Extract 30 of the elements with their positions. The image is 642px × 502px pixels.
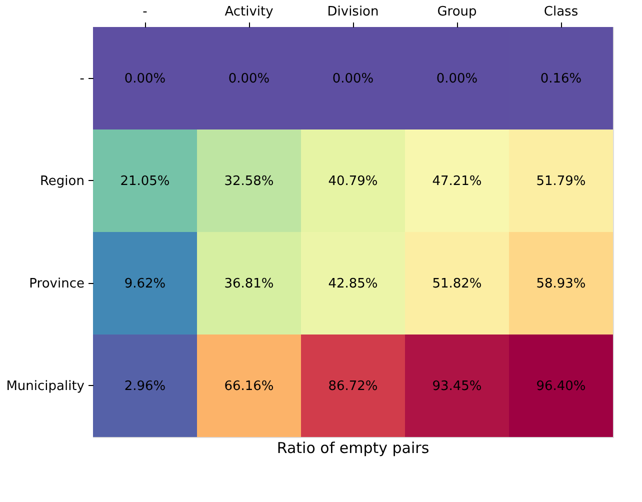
data-label: 21.05%: [120, 174, 170, 189]
data-label: 0.00%: [436, 71, 478, 86]
data-label: 9.62%: [124, 276, 166, 292]
data-label: 51.79%: [536, 174, 586, 189]
data-label: 32.58%: [224, 174, 274, 189]
data-label: 2.96%: [124, 378, 166, 394]
x-tick-label: Class: [544, 4, 578, 20]
data-label: 66.16%: [224, 378, 274, 394]
data-label: 96.40%: [536, 378, 586, 394]
y-tick-label: Province: [29, 276, 84, 292]
x-tick-label: Division: [327, 4, 379, 20]
x-tick-label: Activity: [224, 4, 274, 20]
x-tick-label: -: [142, 4, 148, 20]
data-label: 0.00%: [228, 71, 270, 86]
x-axis-title: Ratio of empty pairs: [276, 439, 430, 457]
data-label: 0.00%: [124, 71, 166, 86]
data-label: 93.45%: [432, 378, 482, 394]
data-label: 42.85%: [328, 276, 378, 292]
data-label: 47.21%: [432, 174, 482, 189]
data-label: 40.79%: [328, 174, 378, 189]
data-label: 58.93%: [536, 276, 586, 292]
y-tick-label: Region: [40, 174, 84, 189]
data-label: 0.00%: [332, 71, 374, 86]
y-tick-label: Municipality: [6, 378, 85, 394]
data-label: 86.72%: [328, 378, 378, 394]
x-tick-label: Group: [437, 4, 477, 20]
data-label: 0.16%: [540, 71, 582, 86]
data-label: 51.82%: [432, 276, 482, 292]
y-tick-label: -: [80, 71, 85, 86]
data-label: 36.81%: [224, 276, 274, 292]
